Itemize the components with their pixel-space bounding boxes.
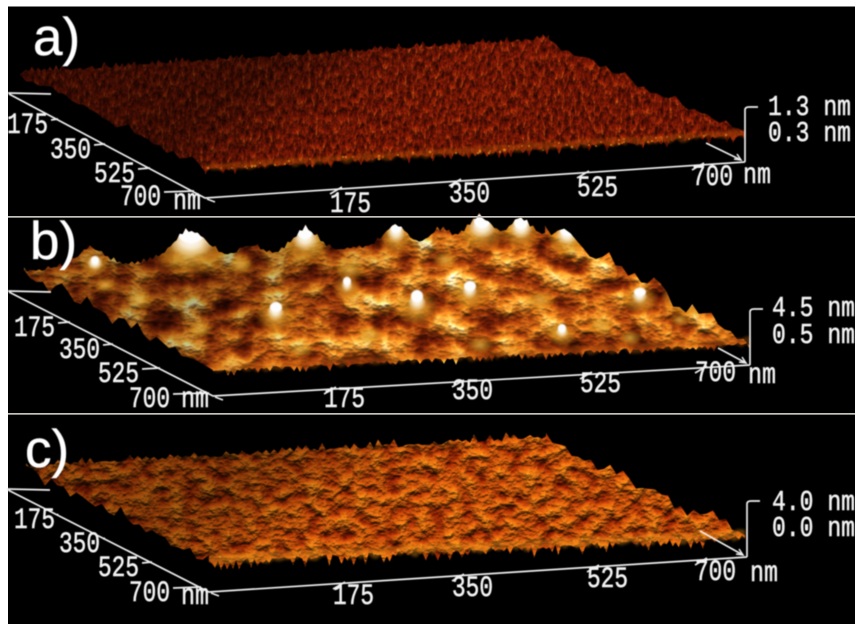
svg-text:1.3 nm: 1.3 nm — [768, 91, 851, 124]
svg-text:700: 700 — [129, 577, 170, 611]
svg-text:nm: nm — [750, 557, 778, 591]
svg-text:175: 175 — [7, 109, 48, 143]
svg-text:0.0 nm: 0.0 nm — [772, 512, 855, 545]
svg-text:0.3 nm: 0.3 nm — [768, 117, 851, 150]
svg-text:700: 700 — [695, 556, 736, 590]
svg-text:350: 350 — [452, 375, 493, 409]
svg-text:525: 525 — [587, 563, 628, 597]
svg-text:525: 525 — [577, 172, 618, 206]
svg-text:0.5 nm: 0.5 nm — [772, 319, 855, 352]
svg-text:nm: nm — [181, 580, 209, 614]
svg-text:nm: nm — [181, 383, 209, 417]
svg-text:700: 700 — [120, 181, 161, 215]
svg-text:525: 525 — [98, 552, 139, 586]
svg-text:350: 350 — [59, 334, 100, 368]
svg-text:700: 700 — [695, 357, 736, 391]
svg-text:175: 175 — [14, 312, 55, 346]
svg-text:700: 700 — [129, 383, 170, 417]
svg-text:4.0 nm: 4.0 nm — [772, 486, 855, 519]
svg-text:b): b) — [30, 212, 77, 271]
svg-text:700: 700 — [692, 161, 733, 195]
svg-text:4.5 nm: 4.5 nm — [772, 292, 855, 325]
svg-text:nm: nm — [748, 359, 776, 393]
svg-text:175: 175 — [324, 383, 365, 417]
svg-text:nm: nm — [743, 159, 771, 193]
svg-text:525: 525 — [98, 358, 139, 392]
svg-text:350: 350 — [449, 178, 490, 212]
svg-text:525: 525 — [580, 368, 621, 402]
svg-text:c): c) — [25, 420, 69, 479]
svg-text:175: 175 — [333, 580, 374, 614]
svg-text:350: 350 — [59, 528, 100, 562]
svg-text:525: 525 — [94, 158, 135, 192]
svg-text:nm: nm — [173, 185, 201, 219]
svg-text:a): a) — [33, 8, 80, 67]
svg-text:350: 350 — [50, 134, 91, 168]
svg-text:175: 175 — [14, 504, 55, 538]
svg-text:350: 350 — [452, 572, 493, 606]
